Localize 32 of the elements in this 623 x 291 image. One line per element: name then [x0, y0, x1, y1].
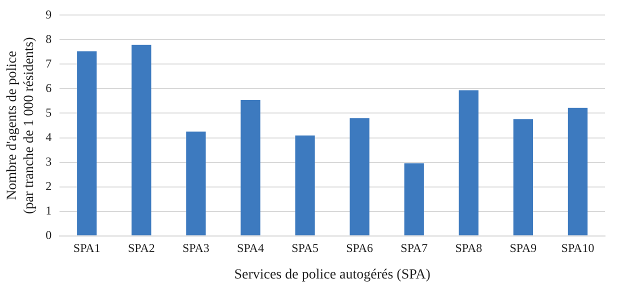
- y-axis-title: Nombre d'agents de police (par tranche de 1 000 résidents): [5, 36, 37, 214]
- y-tick-label: 5: [46, 105, 52, 120]
- y-tick-label: 0: [46, 228, 52, 242]
- y-tick-label: 8: [46, 32, 52, 46]
- bar: [77, 51, 97, 236]
- bar: [568, 108, 588, 236]
- x-tick-label: SPA4: [237, 241, 264, 256]
- y-tick-label: 1: [46, 203, 52, 218]
- x-tick-label: SPA7: [400, 241, 428, 256]
- x-tick-label: SPA5: [292, 241, 318, 256]
- x-tick-label: SPA10: [561, 241, 594, 256]
- bar: [132, 44, 152, 236]
- y-tick-label: 6: [46, 80, 52, 95]
- x-tick-label: SPA8: [455, 241, 482, 256]
- y-tick-label: 2: [46, 178, 52, 193]
- y-tick-label: 9: [46, 7, 52, 22]
- x-tick-label: SPA6: [346, 241, 374, 256]
- y-tick-label: 3: [46, 154, 52, 168]
- y-tick-label: 4: [46, 130, 52, 144]
- x-axis-title: Services de police autogérés (SPA): [234, 267, 431, 282]
- x-tick-label: SPA3: [182, 241, 210, 256]
- bar: [404, 163, 424, 236]
- y-tick-label: 7: [46, 56, 52, 70]
- bar: [240, 100, 260, 236]
- x-tick-label: SPA9: [510, 241, 537, 256]
- bar: [513, 119, 534, 236]
- bar: [186, 132, 206, 236]
- bar: [295, 136, 315, 236]
- bar: [350, 118, 370, 236]
- bar: [458, 90, 478, 236]
- x-tick-label: SPA2: [128, 241, 155, 256]
- x-tick-label: SPA1: [73, 241, 100, 256]
